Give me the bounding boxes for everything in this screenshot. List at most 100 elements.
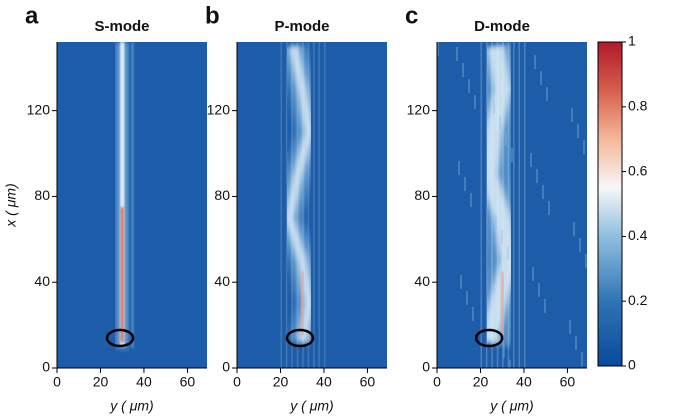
x-axis-label: y ( μm): [289, 398, 333, 414]
speckle: [511, 148, 513, 162]
speckle: [497, 328, 499, 342]
x-tick-label: 0: [53, 374, 61, 390]
speckle: [579, 238, 581, 252]
speckle: [509, 360, 511, 368]
fringe: [507, 42, 510, 368]
fringe: [523, 42, 526, 368]
fringe: [513, 42, 515, 368]
y-tick-label: 120: [27, 101, 51, 117]
y-axis-label: x ( μm): [3, 183, 19, 227]
x-tick-label: 40: [516, 374, 532, 390]
marker-ellipse: [285, 328, 315, 348]
speckle: [464, 177, 466, 191]
colorbar-tick-label: 0.6: [628, 162, 648, 178]
fringe: [518, 42, 521, 368]
speckle: [573, 222, 575, 236]
beam: [284, 45, 314, 344]
x-axis-label: y ( μm): [109, 398, 153, 414]
y-tick-label: 40: [214, 273, 230, 289]
y-tick-label: 80: [214, 187, 230, 203]
fringe: [502, 42, 504, 368]
speckle: [503, 344, 505, 358]
speckle: [468, 79, 470, 93]
y-tick-label: 80: [34, 187, 50, 203]
fringe: [318, 42, 321, 368]
y-tick-label: 120: [407, 101, 431, 117]
beam-hot: [301, 271, 304, 336]
y-tick-label: 40: [414, 273, 430, 289]
panel-title: D-mode: [474, 18, 530, 35]
speckle: [472, 307, 474, 321]
fringe: [496, 42, 499, 368]
beam: [120, 42, 125, 346]
fringe: [480, 42, 482, 368]
x-tick-label: 60: [560, 374, 576, 390]
beam-side: [130, 42, 134, 348]
beam-hot: [120, 207, 124, 343]
x-tick-label: 20: [93, 374, 109, 390]
panel-label: b: [205, 2, 220, 29]
panel-label: c: [405, 2, 418, 29]
x-tick-label: 20: [273, 374, 289, 390]
x-tick-label: 0: [433, 374, 441, 390]
speckle: [536, 169, 538, 183]
marker-ellipse: [105, 328, 135, 348]
speckle: [499, 116, 501, 130]
speckle: [544, 299, 546, 313]
fringe: [491, 42, 493, 368]
beam-hot: [501, 271, 504, 336]
y-tick-label: 0: [42, 359, 50, 375]
y-tick-label: 40: [34, 273, 50, 289]
fringe: [302, 42, 304, 368]
speckle: [460, 275, 462, 289]
speckle: [585, 254, 587, 268]
speckle: [456, 47, 458, 61]
y-tick-label: 0: [422, 359, 430, 375]
fringe: [485, 42, 488, 368]
speckle: [569, 320, 571, 334]
speckle: [548, 201, 550, 215]
colorbar-tick-label: 0.4: [628, 227, 648, 243]
speckle: [538, 283, 540, 297]
speckle: [470, 193, 472, 207]
x-tick-label: 40: [316, 374, 332, 390]
speckle: [507, 246, 509, 260]
fringe: [285, 42, 288, 368]
heatmap-panel: [57, 42, 207, 368]
marker-ellipse: [474, 328, 504, 348]
x-tick-label: 60: [180, 374, 196, 390]
fringe: [323, 42, 326, 368]
speckle: [458, 161, 460, 175]
speckle: [575, 336, 577, 350]
speckle: [542, 185, 544, 199]
colorbar: [597, 41, 623, 367]
x-tick-label: 0: [233, 374, 241, 390]
speckle: [530, 153, 532, 167]
heatmap: [57, 42, 207, 368]
speckle: [571, 108, 573, 122]
speckle: [493, 100, 495, 114]
fringe: [296, 42, 299, 368]
speckle: [437, 42, 439, 56]
colorbar-tick-label: 1: [628, 33, 636, 49]
heatmap: [237, 42, 387, 368]
speckle: [495, 214, 497, 228]
fringe: [313, 42, 315, 368]
heatmap-panel: [237, 42, 387, 368]
speckle: [546, 87, 548, 101]
heatmap-panel: [437, 42, 587, 368]
speckle: [462, 63, 464, 77]
panel-title: S-mode: [94, 18, 149, 35]
fringe: [280, 42, 282, 368]
fringe: [307, 42, 310, 368]
speckle: [583, 140, 585, 154]
speckle: [501, 230, 503, 244]
x-axis-label: y ( μm): [489, 398, 533, 414]
x-tick-label: 40: [136, 374, 152, 390]
y-tick-label: 0: [222, 359, 230, 375]
speckle: [532, 267, 534, 281]
beam: [480, 44, 518, 345]
speckle: [577, 124, 579, 138]
speckle: [534, 55, 536, 69]
